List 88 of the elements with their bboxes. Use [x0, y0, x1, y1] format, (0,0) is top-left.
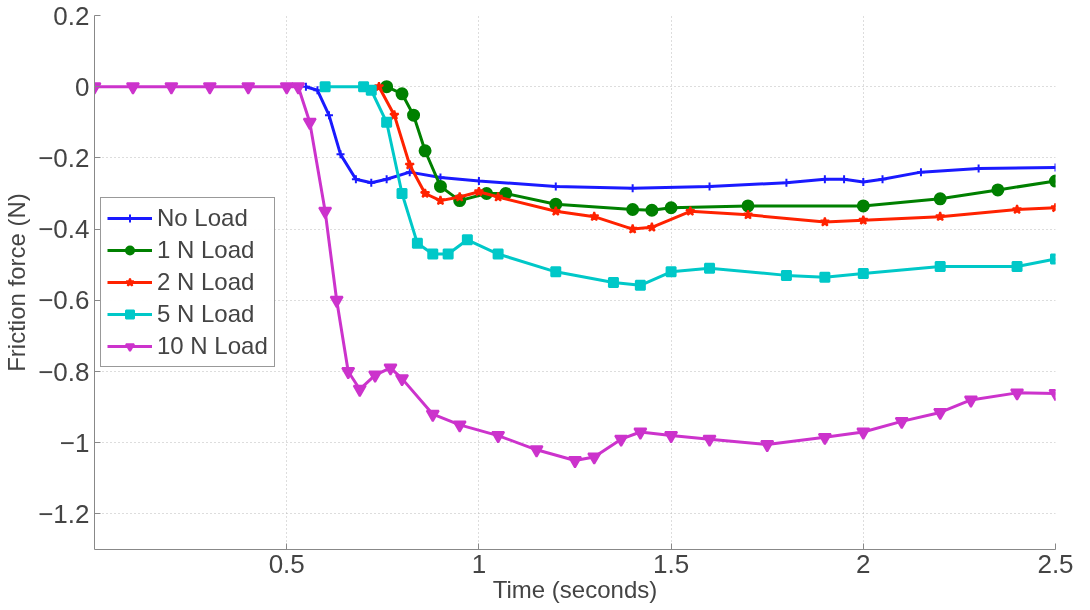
point — [587, 452, 602, 465]
point — [341, 367, 356, 380]
point — [742, 209, 754, 220]
point — [1010, 388, 1025, 401]
point — [435, 195, 446, 206]
point — [856, 427, 871, 440]
point — [1011, 204, 1023, 215]
legend-label: 10 N Load — [157, 332, 268, 360]
point — [491, 431, 506, 444]
point — [395, 87, 409, 101]
point — [473, 186, 485, 197]
x-tick-label: 2 — [856, 548, 871, 579]
point — [607, 277, 619, 288]
point — [419, 188, 431, 199]
point — [627, 223, 638, 234]
point — [550, 205, 562, 216]
point — [550, 266, 562, 278]
x-tick-label: 0.5 — [268, 548, 305, 579]
point — [760, 440, 775, 453]
point — [418, 144, 432, 158]
point — [780, 269, 792, 281]
point — [634, 279, 646, 291]
point — [319, 81, 331, 93]
y-tick-label: −0.4 — [38, 214, 90, 245]
point — [442, 248, 454, 260]
point — [381, 116, 393, 128]
point — [934, 211, 946, 222]
point — [646, 221, 658, 232]
point — [427, 248, 439, 260]
point — [817, 432, 832, 446]
point — [704, 262, 716, 274]
point — [461, 234, 473, 246]
point — [411, 237, 423, 249]
point — [425, 409, 440, 423]
legend-label: 1 N Load — [157, 236, 255, 264]
y-tick-label: −0.2 — [38, 142, 90, 173]
legend-label: 2 N Load — [157, 268, 255, 296]
point — [352, 384, 367, 398]
point — [702, 434, 717, 448]
y-tick-label: −0.8 — [38, 356, 90, 387]
point — [329, 295, 344, 309]
point — [368, 370, 383, 383]
point — [856, 199, 870, 213]
point — [741, 199, 755, 213]
point — [389, 109, 400, 120]
point — [633, 427, 648, 440]
y-tick-label: 0.2 — [53, 0, 90, 31]
point — [933, 407, 948, 421]
point — [819, 271, 831, 283]
point — [396, 188, 408, 199]
point — [588, 211, 600, 222]
point — [894, 416, 909, 430]
point — [383, 363, 398, 376]
x-tick-label: 2.5 — [1037, 548, 1074, 579]
legend-label: No Load — [157, 204, 248, 232]
y-tick-label: −1.2 — [38, 498, 90, 529]
point — [991, 183, 1005, 197]
point — [963, 395, 978, 408]
point — [858, 214, 869, 225]
point — [685, 205, 696, 216]
point — [665, 266, 677, 278]
point — [857, 268, 869, 280]
point — [318, 206, 333, 220]
point — [454, 191, 465, 202]
point — [452, 420, 467, 433]
legend-label: 5 N Load — [157, 300, 255, 328]
point — [933, 192, 947, 206]
point — [664, 201, 678, 215]
point — [934, 260, 946, 272]
y-axis-title: Friction force (N) — [3, 193, 31, 372]
point — [407, 108, 421, 122]
x-tick-label: 1 — [471, 548, 487, 579]
point — [664, 431, 679, 444]
point — [433, 179, 447, 193]
point — [404, 159, 415, 170]
y-tick-label: −0.6 — [38, 285, 90, 316]
y-tick-label: −1 — [59, 427, 90, 458]
point — [819, 216, 831, 227]
point — [529, 445, 544, 458]
point — [614, 434, 629, 448]
point — [395, 374, 410, 387]
point — [568, 456, 582, 469]
point — [1011, 260, 1023, 272]
point — [626, 203, 640, 217]
y-tick-label: 0 — [75, 71, 90, 102]
point — [492, 248, 504, 260]
point — [645, 203, 659, 217]
point — [365, 84, 377, 96]
